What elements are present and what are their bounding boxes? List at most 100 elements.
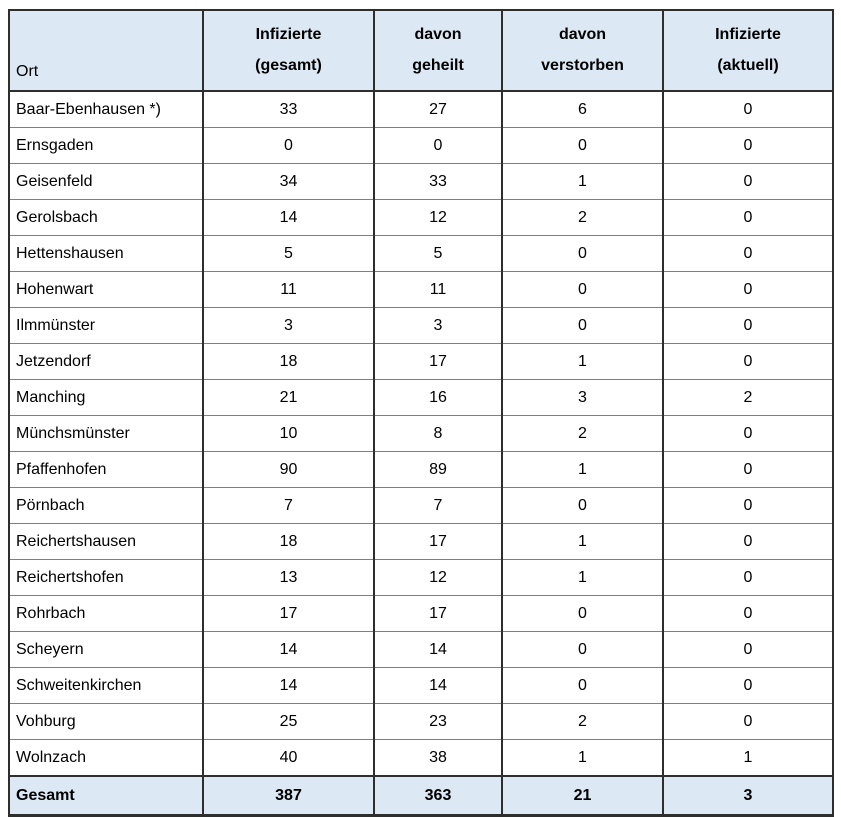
header-infizierte-gesamt: Infizierte (gesamt) — [202, 9, 375, 92]
gesamt-cell: 14 — [202, 631, 375, 668]
geheilt-cell: 3 — [373, 307, 503, 344]
table-row: Hohenwart 11 11 0 0 — [8, 271, 834, 308]
verstorben-cell: 1 — [501, 451, 664, 488]
header-line: geheilt — [412, 57, 464, 74]
geheilt-cell: 12 — [373, 559, 503, 596]
verstorben-cell: 1 — [501, 559, 664, 596]
table-row: Gerolsbach 14 12 2 0 — [8, 199, 834, 236]
table-row: Pfaffenhofen 90 89 1 0 — [8, 451, 834, 488]
geheilt-cell: 33 — [373, 163, 503, 200]
verstorben-cell: 1 — [501, 739, 664, 777]
table-row: Wolnzach 40 38 1 1 — [8, 739, 834, 777]
aktuell-cell: 0 — [662, 199, 834, 236]
table-footer: Gesamt 387 363 21 3 — [8, 775, 834, 816]
ort-cell: Jetzendorf — [8, 343, 204, 380]
ort-cell: Hettenshausen — [8, 235, 204, 272]
geheilt-cell: 17 — [373, 343, 503, 380]
aktuell-cell: 1 — [662, 739, 834, 777]
geheilt-cell: 89 — [373, 451, 503, 488]
aktuell-cell: 0 — [662, 595, 834, 632]
header-ort: Ort — [8, 9, 204, 92]
table-row: Ernsgaden 0 0 0 0 — [8, 127, 834, 164]
table-row: Geisenfeld 34 33 1 0 — [8, 163, 834, 200]
table-row: Hettenshausen 5 5 0 0 — [8, 235, 834, 272]
aktuell-cell: 0 — [662, 415, 834, 452]
aktuell-cell: 0 — [662, 523, 834, 560]
verstorben-cell: 2 — [501, 199, 664, 236]
verstorben-cell: 0 — [501, 631, 664, 668]
table-row: Pörnbach 7 7 0 0 — [8, 487, 834, 524]
geheilt-cell: 12 — [373, 199, 503, 236]
footer-row: Gesamt 387 363 21 3 — [8, 775, 834, 816]
geheilt-cell: 27 — [373, 90, 503, 128]
ort-cell: Baar-Ebenhausen *) — [8, 90, 204, 128]
aktuell-cell: 0 — [662, 451, 834, 488]
geheilt-cell: 8 — [373, 415, 503, 452]
gesamt-cell: 0 — [202, 127, 375, 164]
aktuell-cell: 0 — [662, 271, 834, 308]
header-infizierte-aktuell: Infizierte (aktuell) — [662, 9, 834, 92]
ort-cell: Manching — [8, 379, 204, 416]
gesamt-cell: 40 — [202, 739, 375, 777]
gesamt-cell: 18 — [202, 523, 375, 560]
verstorben-cell: 2 — [501, 703, 664, 740]
aktuell-cell: 0 — [662, 343, 834, 380]
aktuell-cell: 0 — [662, 631, 834, 668]
header-line: verstorben — [541, 57, 624, 74]
table-row: Vohburg 25 23 2 0 — [8, 703, 834, 740]
aktuell-cell: 2 — [662, 379, 834, 416]
gesamt-cell: 14 — [202, 667, 375, 704]
aktuell-cell: 0 — [662, 703, 834, 740]
geheilt-cell: 38 — [373, 739, 503, 777]
verstorben-cell: 0 — [501, 271, 664, 308]
ort-cell: Reichertshofen — [8, 559, 204, 596]
verstorben-cell: 0 — [501, 595, 664, 632]
gesamt-cell: 34 — [202, 163, 375, 200]
verstorben-cell: 0 — [501, 235, 664, 272]
aktuell-cell: 0 — [662, 559, 834, 596]
table-row: Münchsmünster 10 8 2 0 — [8, 415, 834, 452]
gesamt-cell: 13 — [202, 559, 375, 596]
ort-cell: Vohburg — [8, 703, 204, 740]
verstorben-cell: 0 — [501, 307, 664, 344]
covid-stats-table: Ort Infizierte (gesamt) davon geheilt da… — [8, 9, 834, 817]
header-line: Infizierte — [255, 26, 322, 43]
header-line: Infizierte — [715, 26, 781, 43]
verstorben-cell: 1 — [501, 163, 664, 200]
geheilt-cell: 0 — [373, 127, 503, 164]
ort-cell: Gerolsbach — [8, 199, 204, 236]
gesamt-cell: 25 — [202, 703, 375, 740]
verstorben-cell: 0 — [501, 487, 664, 524]
ort-cell: Rohrbach — [8, 595, 204, 632]
ort-cell: Geisenfeld — [8, 163, 204, 200]
footer-geheilt: 363 — [373, 775, 503, 816]
aktuell-cell: 0 — [662, 307, 834, 344]
footer-aktuell: 3 — [662, 775, 834, 816]
verstorben-cell: 0 — [501, 667, 664, 704]
verstorben-cell: 1 — [501, 343, 664, 380]
aktuell-cell: 0 — [662, 235, 834, 272]
verstorben-cell: 0 — [501, 127, 664, 164]
verstorben-cell: 3 — [501, 379, 664, 416]
ort-cell: Pfaffenhofen — [8, 451, 204, 488]
geheilt-cell: 11 — [373, 271, 503, 308]
gesamt-cell: 18 — [202, 343, 375, 380]
table-row: Jetzendorf 18 17 1 0 — [8, 343, 834, 380]
footer-gesamt: 387 — [202, 775, 375, 816]
gesamt-cell: 17 — [202, 595, 375, 632]
ort-cell: Schweitenkirchen — [8, 667, 204, 704]
ort-cell: Pörnbach — [8, 487, 204, 524]
table-body: Baar-Ebenhausen *) 33 27 6 0 Ernsgaden 0 0 0 0 Gei… — [8, 90, 834, 777]
gesamt-cell: 21 — [202, 379, 375, 416]
gesamt-cell: 7 — [202, 487, 375, 524]
gesamt-cell: 3 — [202, 307, 375, 344]
header-line: (gesamt) — [255, 57, 322, 74]
table-row: Ilmmünster 3 3 0 0 — [8, 307, 834, 344]
table-row: Schweitenkirchen 14 14 0 0 — [8, 667, 834, 704]
verstorben-cell: 1 — [501, 523, 664, 560]
table-row: Baar-Ebenhausen *) 33 27 6 0 — [8, 90, 834, 128]
aktuell-cell: 0 — [662, 127, 834, 164]
aktuell-cell: 0 — [662, 487, 834, 524]
aktuell-cell: 0 — [662, 163, 834, 200]
gesamt-cell: 10 — [202, 415, 375, 452]
